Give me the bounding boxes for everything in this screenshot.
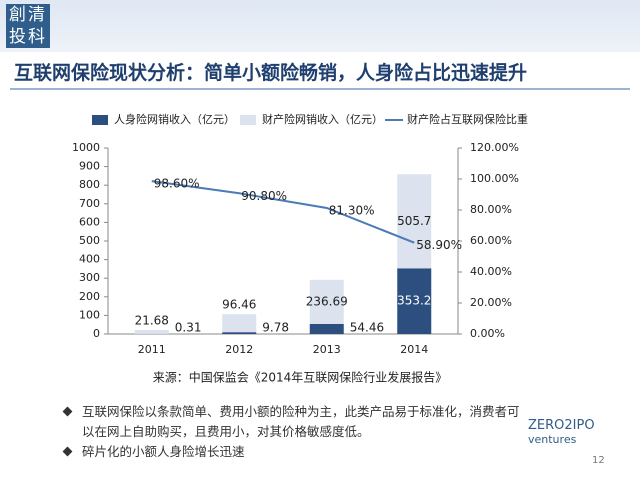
bar-label: 0.31: [175, 321, 202, 335]
y-tick-label: 0: [93, 327, 100, 340]
logo: 創清投科: [6, 4, 50, 48]
slide-title: 互联网保险现状分析：简单小额险畅销，人身险占比迅速提升: [14, 62, 528, 84]
x-tick-label: 2011: [138, 343, 166, 356]
title-rule: [10, 88, 630, 90]
bar-label: 236.69: [306, 294, 348, 308]
bar-label: 96.46: [222, 298, 256, 312]
bullet: 碎片化的小额人身险增长迅速: [62, 442, 522, 462]
y-tick-label: 600: [79, 215, 100, 228]
y-tick-label: 300: [79, 271, 100, 284]
bar-label: 9.78: [262, 321, 289, 335]
source: 来源：中国保监会《2014年互联网保险行业发展报告》: [153, 370, 448, 385]
y2-tick-label: 60.00%: [470, 234, 512, 247]
x-tick-label: 2014: [400, 343, 428, 356]
y2-tick-label: 20.00%: [470, 296, 512, 309]
line-label: 81.30%: [329, 203, 375, 217]
bar-segment: [397, 174, 432, 269]
x-tick-label: 2012: [225, 343, 253, 356]
y-tick-label: 400: [79, 253, 100, 266]
legend-label: 财产险占互联网保险比重: [407, 112, 528, 126]
y2-tick-label: 0.00%: [470, 327, 505, 340]
bar-segment: [222, 314, 257, 333]
y2-tick-label: 100.00%: [470, 172, 519, 185]
page-number: 12: [592, 455, 605, 466]
brand: ZERO2IPO ventures: [528, 418, 608, 446]
legend-swatch: [92, 115, 108, 125]
brand-name: ZERO2IPO: [528, 418, 595, 433]
y-tick-label: 200: [79, 290, 100, 303]
legend-label: 人身险网销收入（亿元）: [114, 112, 235, 126]
y-tick-label: 100: [79, 308, 100, 321]
bullet-list: 互联网保险以条款简单、费用小额的险种为主，此类产品易于标准化，消费者可以在网上自…: [62, 402, 522, 462]
line-label: 90.80%: [241, 189, 287, 203]
legend-label: 财产险网销收入（亿元）: [262, 112, 383, 126]
y2-tick-label: 120.00%: [470, 141, 519, 154]
bullet: 互联网保险以条款简单、费用小额的险种为主，此类产品易于标准化，消费者可以在网上自…: [62, 402, 522, 442]
legend-swatch: [240, 115, 256, 125]
y-tick-label: 900: [79, 160, 100, 173]
y-tick-label: 700: [79, 197, 100, 210]
bar-label: 353.2: [397, 294, 431, 308]
line-label: 98.60%: [154, 177, 200, 191]
y2-tick-label: 80.00%: [470, 203, 512, 216]
bar-segment: [309, 279, 344, 324]
line-series: [151, 180, 415, 244]
brand-sub: ventures: [528, 433, 577, 446]
bar-segment: [309, 323, 344, 334]
y-tick-label: 500: [79, 234, 100, 247]
x-tick-label: 2013: [313, 343, 341, 356]
bar-segment: [134, 329, 169, 334]
bar-label: 21.68: [135, 313, 169, 327]
header-band: [0, 0, 640, 52]
y-tick-label: 800: [79, 178, 100, 191]
bar-segment: [397, 268, 432, 334]
y2-tick-label: 40.00%: [470, 265, 512, 278]
y-tick-label: 1000: [72, 141, 100, 154]
line-label: 58.90%: [416, 238, 462, 252]
bar-label: 54.46: [350, 321, 384, 335]
bar-segment: [222, 332, 257, 334]
bar-label: 505.7: [397, 214, 431, 228]
